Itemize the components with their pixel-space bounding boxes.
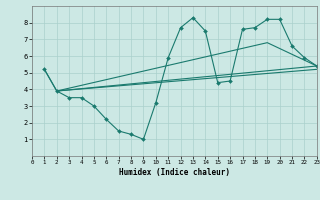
X-axis label: Humidex (Indice chaleur): Humidex (Indice chaleur) <box>119 168 230 177</box>
